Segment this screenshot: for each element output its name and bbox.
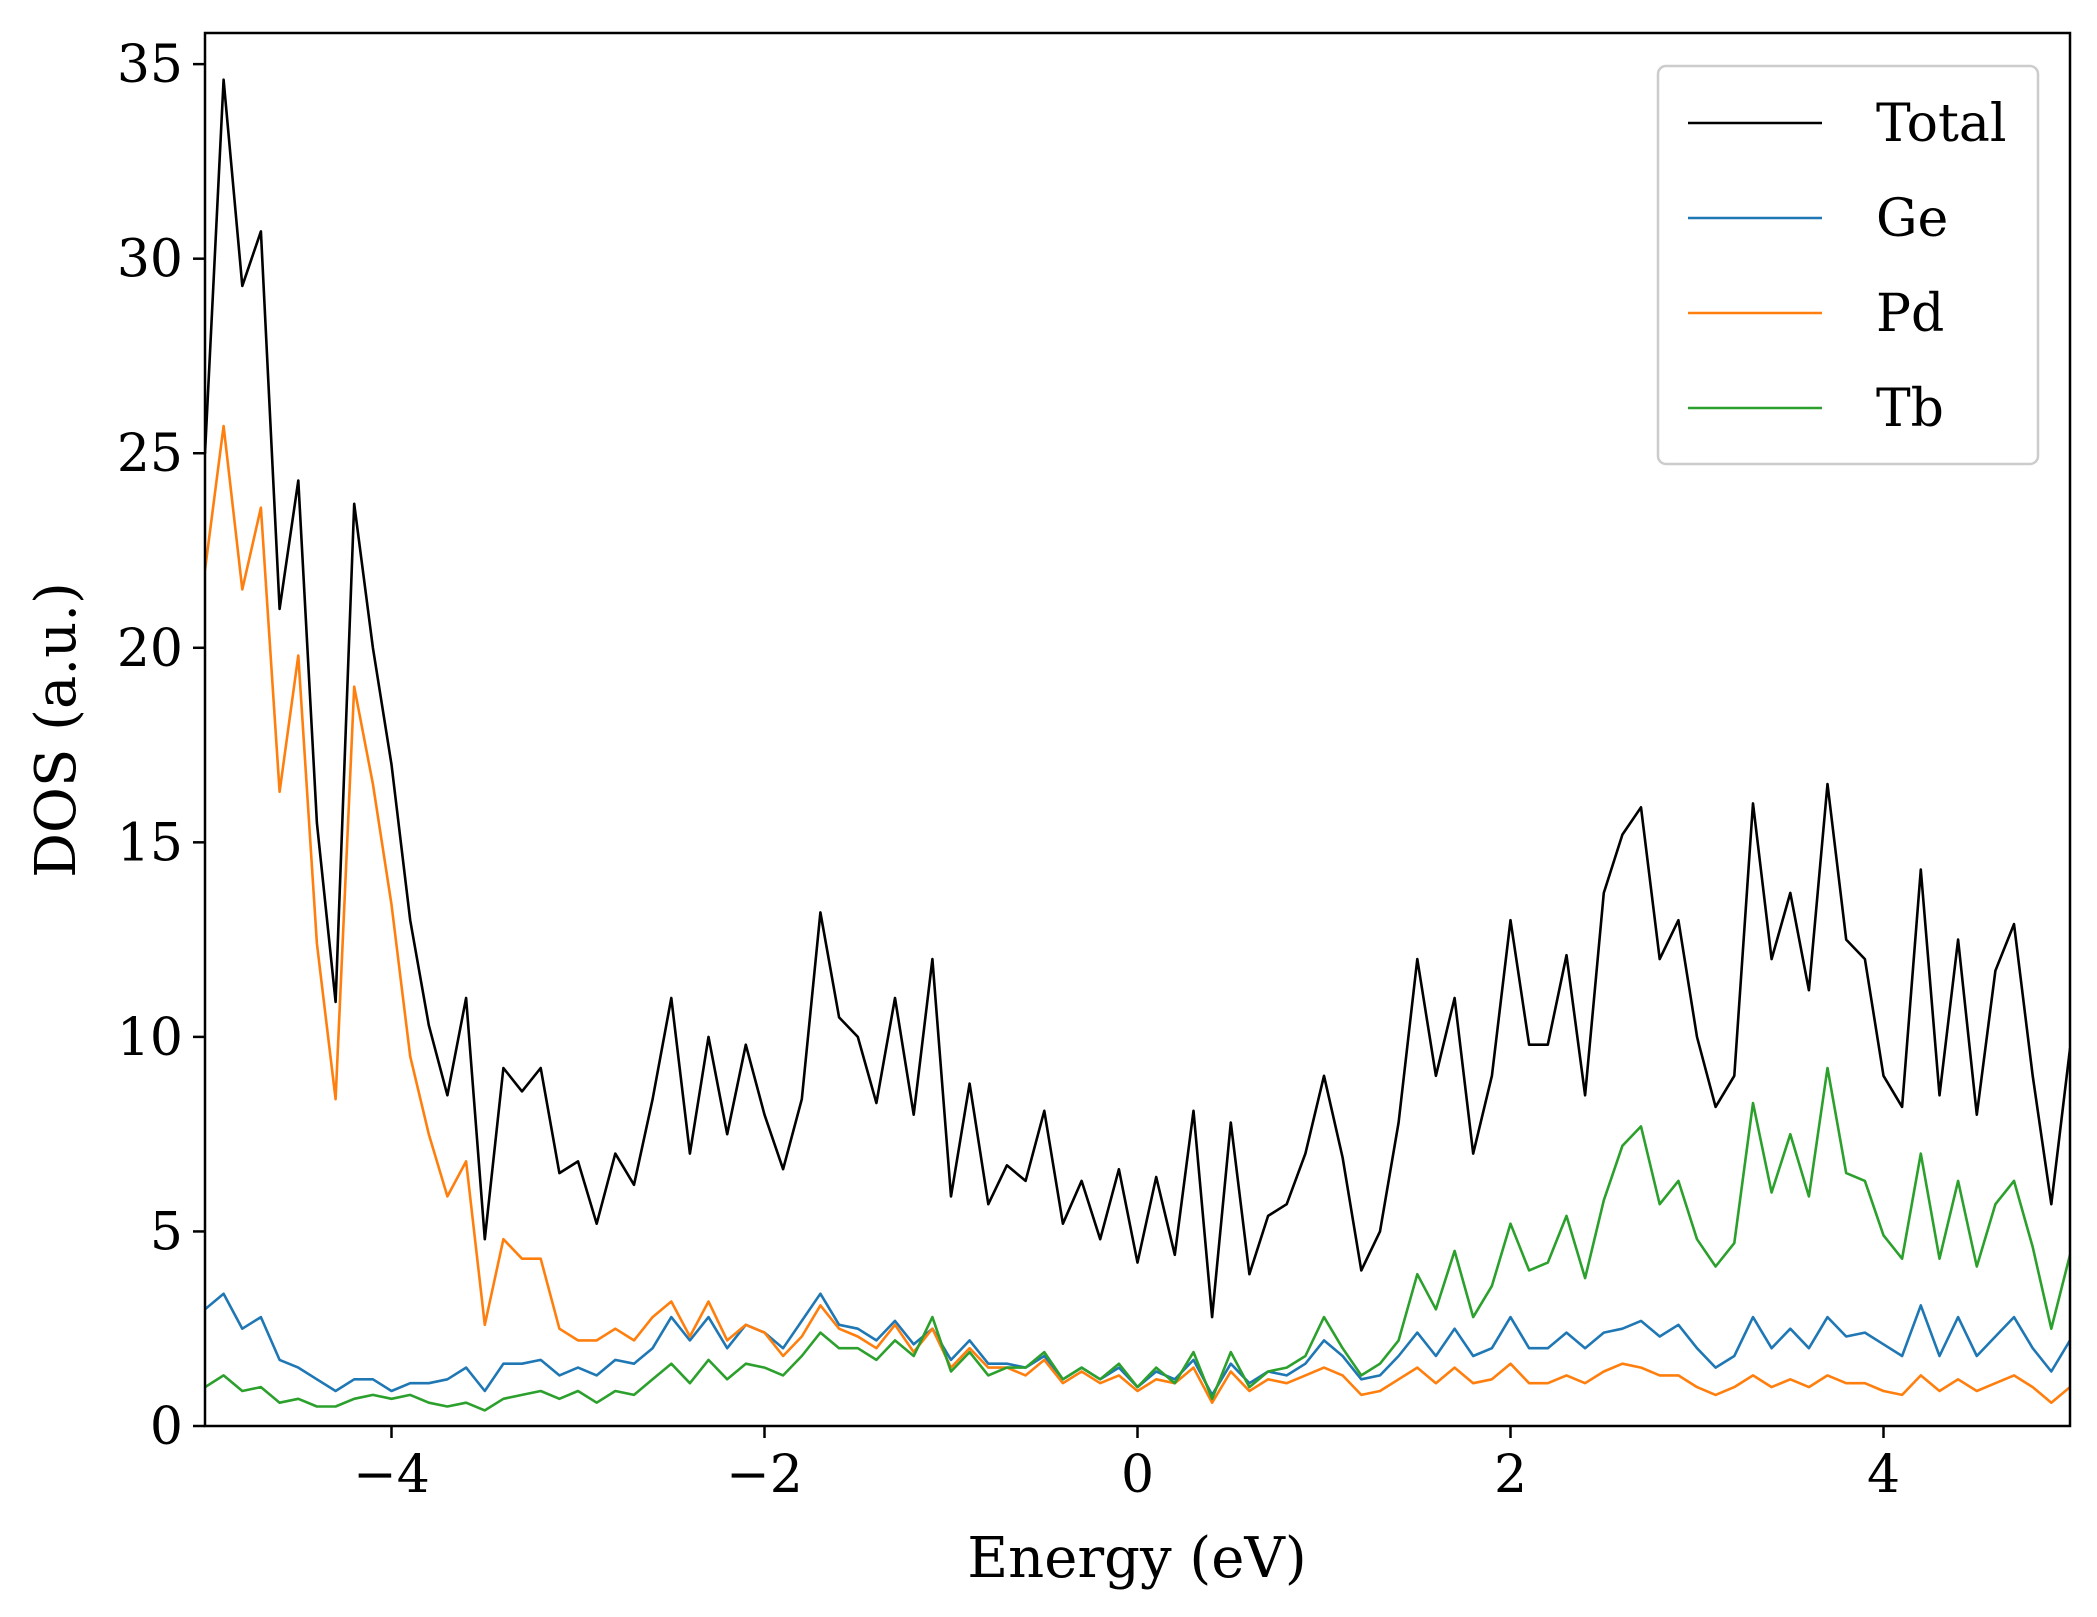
y-tick-label: 15	[117, 813, 183, 873]
x-axis: −4 −2 0 2 4	[353, 1426, 1900, 1505]
x-tick-label: 4	[1867, 1445, 1900, 1505]
y-axis-label: DOS (a.u.)	[24, 582, 89, 878]
y-tick-label: 0	[150, 1397, 183, 1457]
legend-label-tb: Tb	[1876, 379, 1944, 439]
y-tick-label: 25	[117, 424, 183, 484]
x-tick-label: −2	[726, 1445, 803, 1505]
series-layer	[205, 78, 2070, 1412]
y-tick-label: 20	[117, 619, 183, 679]
y-tick-label: 35	[117, 35, 183, 95]
y-tick-label: 10	[117, 1008, 183, 1068]
legend-label-total: Total	[1876, 94, 2006, 154]
series-line-total	[205, 78, 2070, 1319]
legend-box	[1656, 64, 2040, 466]
series-line-pd	[205, 424, 2070, 1404]
x-tick-label: 2	[1494, 1445, 1527, 1505]
x-axis-label: Energy (eV)	[967, 1526, 1306, 1591]
y-axis: 0 5 10 15 20 25 30 35	[117, 35, 205, 1457]
y-tick-label: 5	[150, 1202, 183, 1262]
legend-label-ge: Ge	[1876, 189, 1948, 249]
x-tick-label: 0	[1121, 1445, 1154, 1505]
legend: Total Ge Pd Tb	[1656, 64, 2040, 466]
legend-label-pd: Pd	[1876, 284, 1944, 344]
series-line-tb	[205, 1066, 2070, 1412]
x-tick-label: −4	[353, 1445, 430, 1505]
y-tick-label: 30	[117, 230, 183, 290]
